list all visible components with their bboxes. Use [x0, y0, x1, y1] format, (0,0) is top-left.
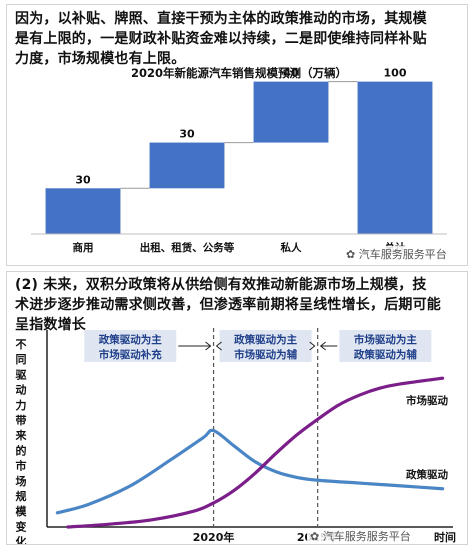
bar-商用	[45, 188, 121, 234]
data-label: 30	[179, 128, 195, 141]
phase-arrow-right	[178, 341, 212, 351]
bottom-paragraph: (2) 未来，双积分政策将从供给侧有效推动新能源市场上规模，技 术进步逐步推动需…	[15, 275, 459, 335]
y-axis-label-char: 动	[16, 383, 27, 397]
y-axis-label-char: 模	[16, 504, 28, 518]
top-line-2: 是有上限的，一是财政补贴资金难以持续，二是即使维持同样补贴	[15, 31, 427, 47]
y-axis-label-char: 场	[16, 474, 27, 488]
category-label: 出租、租赁、公务等	[140, 241, 235, 254]
series-line-政策驱动	[55, 428, 445, 515]
y-axis-label-char: 同	[16, 353, 27, 366]
top-line-3: 力度，市场规模也有上限。	[15, 51, 186, 67]
bottom-panel: (2) 未来，双积分政策将从供给侧有效推动新能源市场上规模，技 术进步逐步推动需…	[6, 271, 468, 545]
bar-私人	[253, 81, 329, 143]
series-label: 市场驱动	[406, 394, 448, 407]
wechat-icon: ✿	[310, 530, 320, 543]
y-axis-label-char: 不	[16, 338, 27, 351]
x-axis-label: 时间	[434, 530, 456, 544]
bar-总计	[357, 81, 433, 234]
chart-title: 2020年新能源汽车销售规模预测（万辆）	[131, 66, 347, 80]
x-tick-label: 2020年	[193, 530, 235, 544]
y-axis-label-char: 变	[16, 519, 27, 533]
bottom-watermark: ✿ 汽车服务服务平台	[307, 528, 414, 544]
phase-line2: 市场驱动补充	[99, 348, 162, 361]
y-axis-label-char: 来	[15, 428, 28, 442]
bottom-watermark-text: 汽车服务服务平台	[322, 530, 411, 543]
y-axis-label-char: 化	[16, 535, 27, 544]
bar-出租、租赁、公务等	[149, 142, 225, 189]
driver-line-chart: 不同驱动力带来的市场规模变化政策驱动为主市场驱动补充政策驱动为主市场驱动为辅市场…	[15, 328, 456, 544]
phase-arrow-left	[215, 341, 222, 351]
top-line-1: 因为，以补贴、牌照、直接干预为主体的政策推动的市场，其规模	[15, 11, 427, 27]
top-paragraph: 因为，以补贴、牌照、直接干预为主体的政策推动的市场，其规模 是有上限的，一是财政…	[15, 9, 459, 69]
phase-line1: 政策驱动为主	[99, 333, 162, 346]
bottom-line-3: 呈指数增长	[15, 317, 86, 333]
phase-line2: 政策驱动为辅	[354, 348, 417, 361]
y-axis-label-char: 市	[16, 459, 27, 473]
top-watermark: ✿ 汽车服务服务平台	[343, 246, 450, 262]
y-axis-label-char: 力	[16, 398, 27, 412]
data-label: 40	[283, 67, 299, 80]
wechat-icon: ✿	[346, 248, 356, 261]
top-panel: 因为，以补贴、牌照、直接干预为主体的政策推动的市场，其规模 是有上限的，一是财政…	[6, 4, 468, 266]
category-label: 私人	[280, 241, 302, 254]
series-line-市场驱动	[66, 376, 445, 529]
bottom-line-2: 术进步逐步推动需求侧改善，但渗透率前期将呈线性增长，后期可能	[15, 297, 441, 313]
y-axis-label-char: 规	[16, 489, 27, 503]
series-label: 政策驱动	[406, 468, 448, 481]
y-axis-label-char: 驱	[16, 368, 27, 381]
y-axis-label-char: 带	[16, 413, 27, 427]
data-label: 100	[384, 67, 407, 80]
waterfall-chart: 2020年新能源汽车销售规模预测（万辆） 30 商用 30 出租、租赁、公务等 40 私人 1…	[31, 66, 447, 254]
phase-line1: 政策驱动为主	[234, 333, 297, 346]
bottom-line-1: (2) 未来，双积分政策将从供给侧有效推动新能源市场上规模，技	[15, 277, 427, 293]
y-axis-label-char: 的	[16, 443, 27, 457]
phase-line1: 市场驱动为主	[354, 333, 417, 346]
category-label: 商用	[73, 241, 94, 254]
top-watermark-text: 汽车服务服务平台	[358, 248, 447, 261]
phase-arrow-right	[309, 341, 316, 351]
phase-arrow-left	[319, 341, 338, 351]
y-axis-label: 不同驱动力带来的市场规模变化	[15, 338, 28, 544]
phase-box	[339, 330, 432, 362]
phase-line2: 市场驱动为辅	[234, 348, 297, 361]
phase-box	[219, 330, 312, 362]
phase-box	[84, 330, 177, 362]
data-label: 30	[75, 173, 91, 186]
